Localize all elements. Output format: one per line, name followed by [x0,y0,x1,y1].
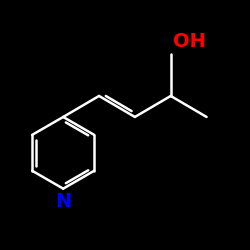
Text: N: N [55,192,71,211]
Text: OH: OH [173,32,206,51]
